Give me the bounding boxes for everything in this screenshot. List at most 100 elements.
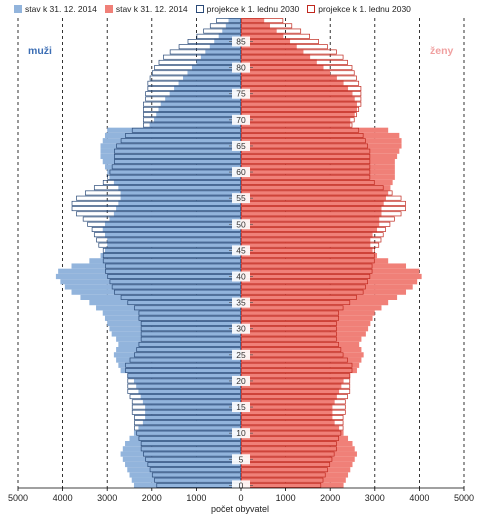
bar-men-2014 [116, 357, 241, 363]
bar-men-2014 [107, 237, 241, 243]
x-tick-label: 1000 [186, 493, 206, 503]
bar-men-2030 [102, 258, 241, 264]
bar-men-2030 [209, 23, 241, 29]
bar-women-2030 [241, 462, 331, 467]
bar-women-2014 [241, 347, 362, 353]
age-label-backing [232, 88, 250, 99]
bar-women-2014 [241, 247, 373, 253]
bar-women-2014 [241, 362, 360, 368]
bar-men-2014 [116, 347, 241, 353]
bar-men-2030 [114, 148, 241, 154]
age-tick-label: 50 [236, 219, 246, 229]
bar-women-2014 [241, 85, 349, 92]
bar-men-2030 [138, 310, 241, 316]
bar-men-2030 [105, 268, 241, 274]
age-label-backing [232, 114, 250, 125]
age-label-backing [232, 219, 250, 230]
age-tick-label: 20 [236, 376, 246, 386]
bar-women-2030 [241, 263, 373, 269]
x-tick-label: 1000 [276, 493, 296, 503]
bar-women-2030 [241, 174, 371, 180]
bar-men-2030 [145, 96, 241, 102]
age-label-backing [232, 480, 250, 491]
bar-men-2030 [111, 284, 241, 290]
x-tick-label: 4000 [53, 493, 73, 503]
bar-women-2014 [241, 331, 366, 337]
bar-women-2014 [241, 70, 331, 76]
bar-women-2014 [241, 80, 344, 86]
bar-men-2014 [122, 456, 241, 462]
bar-women-2030 [241, 28, 302, 34]
bar-men-2014 [127, 373, 241, 379]
bar-women-2014 [241, 75, 337, 81]
legend-item-women-2014: stav k 31. 12. 2014 [104, 2, 188, 16]
bar-women-2030 [241, 284, 366, 290]
bar-men-2014 [222, 28, 241, 34]
bar-women-2030 [241, 451, 335, 457]
bar-men-2030 [131, 409, 241, 415]
bar-women-2030 [241, 33, 310, 39]
bar-women-2030 [241, 394, 348, 400]
bar-men-2030 [107, 174, 241, 180]
bar-women-2014 [241, 425, 340, 431]
bar-men-2014 [200, 54, 241, 60]
bar-men-2030 [93, 232, 241, 238]
bar-women-2030 [241, 368, 353, 373]
bar-women-2030 [241, 362, 353, 368]
bar-women-2030 [241, 180, 375, 185]
bar-women-2030 [241, 18, 284, 24]
bar-men-2014 [102, 226, 242, 233]
bar-men-2014 [131, 477, 241, 483]
age-label-backing [232, 193, 250, 204]
bar-women-2014 [241, 336, 362, 342]
bar-men-2030 [196, 33, 241, 39]
bar-women-2014 [241, 435, 349, 441]
bar-women-2030 [241, 253, 375, 259]
bar-women-2014 [241, 174, 395, 180]
bar-women-2014 [241, 472, 349, 478]
bar-women-2014 [241, 341, 360, 347]
bar-men-2014 [160, 101, 241, 107]
bar-women-2030 [241, 341, 339, 347]
bar-women-2014 [241, 258, 389, 264]
bar-women-2014 [241, 467, 351, 473]
bar-women-2014 [241, 148, 400, 154]
bar-women-2014 [241, 451, 357, 457]
bar-women-2014 [241, 195, 386, 201]
legend-item-men-2030: projekce k 1. lednu 2030 [195, 2, 299, 16]
bar-men-2030 [111, 164, 241, 170]
bar-women-2014 [241, 206, 382, 212]
bar-men-2014 [165, 96, 241, 102]
bar-women-2030 [241, 305, 344, 311]
bar-men-2030 [102, 253, 241, 259]
bar-men-2014 [145, 409, 241, 415]
bar-women-2014 [241, 138, 402, 144]
bar-women-2014 [241, 190, 389, 196]
bar-men-2014 [140, 394, 241, 400]
bar-men-2014 [104, 247, 241, 253]
age-tick-label: 10 [236, 428, 246, 438]
bar-women-2014 [241, 284, 413, 290]
bar-men-2014 [214, 38, 241, 45]
bar-women-2030 [241, 70, 355, 76]
bar-men-2030 [151, 70, 241, 76]
bar-men-2030 [105, 263, 241, 269]
bar-men-2030 [125, 133, 241, 138]
bar-women-2030 [241, 336, 337, 342]
bar-women-2030 [241, 80, 360, 86]
age-tick-label: 85 [236, 37, 246, 47]
bar-men-2014 [104, 221, 241, 227]
legend-swatch-women-2030 [307, 5, 316, 13]
age-label-backing [232, 271, 250, 282]
x-tick-label: 4000 [409, 493, 429, 503]
bar-women-2030 [241, 258, 375, 264]
age-label-backing [232, 349, 250, 360]
bar-women-2014 [241, 23, 270, 29]
bar-men-2014 [58, 268, 241, 274]
age-tick-label: 5 [239, 454, 244, 464]
bar-women-2030 [241, 425, 344, 431]
bar-women-2030 [241, 86, 362, 91]
bar-women-2014 [241, 263, 407, 269]
bar-men-2030 [127, 388, 241, 394]
legend: stav k 31. 12. 2014 stav k 31. 12. 2014 … [14, 2, 474, 16]
